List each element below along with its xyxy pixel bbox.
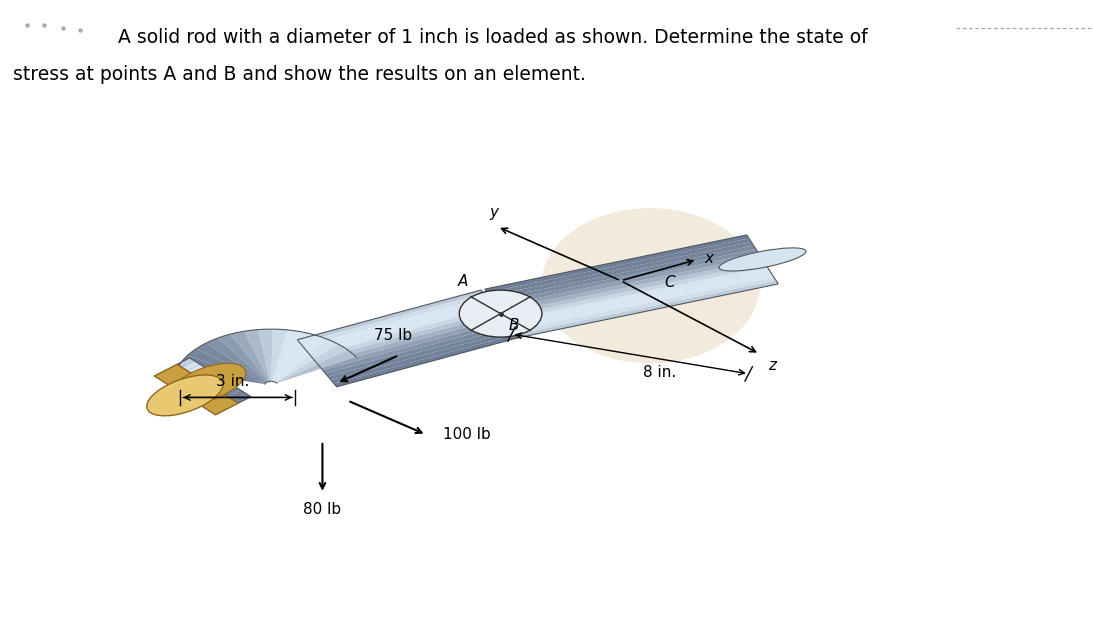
Text: 75 lb: 75 lb xyxy=(375,329,412,343)
Polygon shape xyxy=(297,290,484,343)
Polygon shape xyxy=(501,260,765,317)
Polygon shape xyxy=(202,374,221,384)
Polygon shape xyxy=(328,327,515,380)
Polygon shape xyxy=(317,314,504,366)
Ellipse shape xyxy=(719,248,806,271)
Text: A solid rod with a diameter of 1 inch is loaded as shown. Determine the state of: A solid rod with a diameter of 1 inch is… xyxy=(118,28,868,47)
Polygon shape xyxy=(514,281,778,338)
Polygon shape xyxy=(218,384,236,394)
Polygon shape xyxy=(233,394,251,403)
Polygon shape xyxy=(273,332,315,382)
Polygon shape xyxy=(188,349,266,383)
Polygon shape xyxy=(213,381,231,390)
Polygon shape xyxy=(274,339,339,383)
Polygon shape xyxy=(490,242,753,299)
Text: 100 lb: 100 lb xyxy=(443,427,491,442)
Circle shape xyxy=(459,290,542,337)
Polygon shape xyxy=(228,390,246,400)
Polygon shape xyxy=(509,273,774,331)
Text: z: z xyxy=(768,358,776,373)
Polygon shape xyxy=(487,238,751,296)
Text: y: y xyxy=(490,205,498,220)
Polygon shape xyxy=(306,300,492,353)
Polygon shape xyxy=(333,334,520,387)
Polygon shape xyxy=(507,270,772,328)
Polygon shape xyxy=(196,343,267,383)
Polygon shape xyxy=(244,330,270,381)
Ellipse shape xyxy=(169,363,246,404)
Polygon shape xyxy=(223,387,240,397)
Polygon shape xyxy=(177,358,195,368)
Polygon shape xyxy=(314,310,501,363)
Polygon shape xyxy=(218,334,269,382)
Polygon shape xyxy=(272,330,302,381)
Polygon shape xyxy=(496,253,761,310)
Polygon shape xyxy=(176,363,265,384)
Text: stress at points A and B and show the results on an element.: stress at points A and B and show the re… xyxy=(13,65,586,84)
Polygon shape xyxy=(512,277,776,335)
Text: C: C xyxy=(665,275,675,290)
Polygon shape xyxy=(258,329,272,381)
Polygon shape xyxy=(485,235,749,292)
Polygon shape xyxy=(198,371,215,381)
Polygon shape xyxy=(154,365,238,415)
Polygon shape xyxy=(492,245,755,303)
Polygon shape xyxy=(322,320,509,373)
Text: B: B xyxy=(508,318,519,333)
Polygon shape xyxy=(308,304,495,356)
Polygon shape xyxy=(498,256,763,314)
Text: x: x xyxy=(704,251,713,266)
Ellipse shape xyxy=(146,375,223,416)
Polygon shape xyxy=(231,331,269,382)
Polygon shape xyxy=(503,263,767,320)
Polygon shape xyxy=(187,365,205,374)
Text: A: A xyxy=(458,274,468,289)
Polygon shape xyxy=(271,329,287,381)
Text: 80 lb: 80 lb xyxy=(304,502,341,517)
Polygon shape xyxy=(208,378,225,387)
Polygon shape xyxy=(312,307,497,360)
Polygon shape xyxy=(301,293,486,347)
Text: 8 in.: 8 in. xyxy=(643,365,675,379)
Polygon shape xyxy=(192,368,210,378)
Polygon shape xyxy=(275,344,348,383)
Polygon shape xyxy=(277,350,356,383)
Polygon shape xyxy=(303,297,490,350)
Polygon shape xyxy=(183,361,200,371)
Polygon shape xyxy=(274,335,327,382)
Text: 3 in.: 3 in. xyxy=(216,374,249,389)
Polygon shape xyxy=(180,355,266,384)
Polygon shape xyxy=(207,338,268,382)
Polygon shape xyxy=(505,266,769,324)
Polygon shape xyxy=(326,324,512,377)
Polygon shape xyxy=(331,330,517,384)
Polygon shape xyxy=(320,317,506,370)
Polygon shape xyxy=(494,249,759,307)
Ellipse shape xyxy=(541,208,760,363)
